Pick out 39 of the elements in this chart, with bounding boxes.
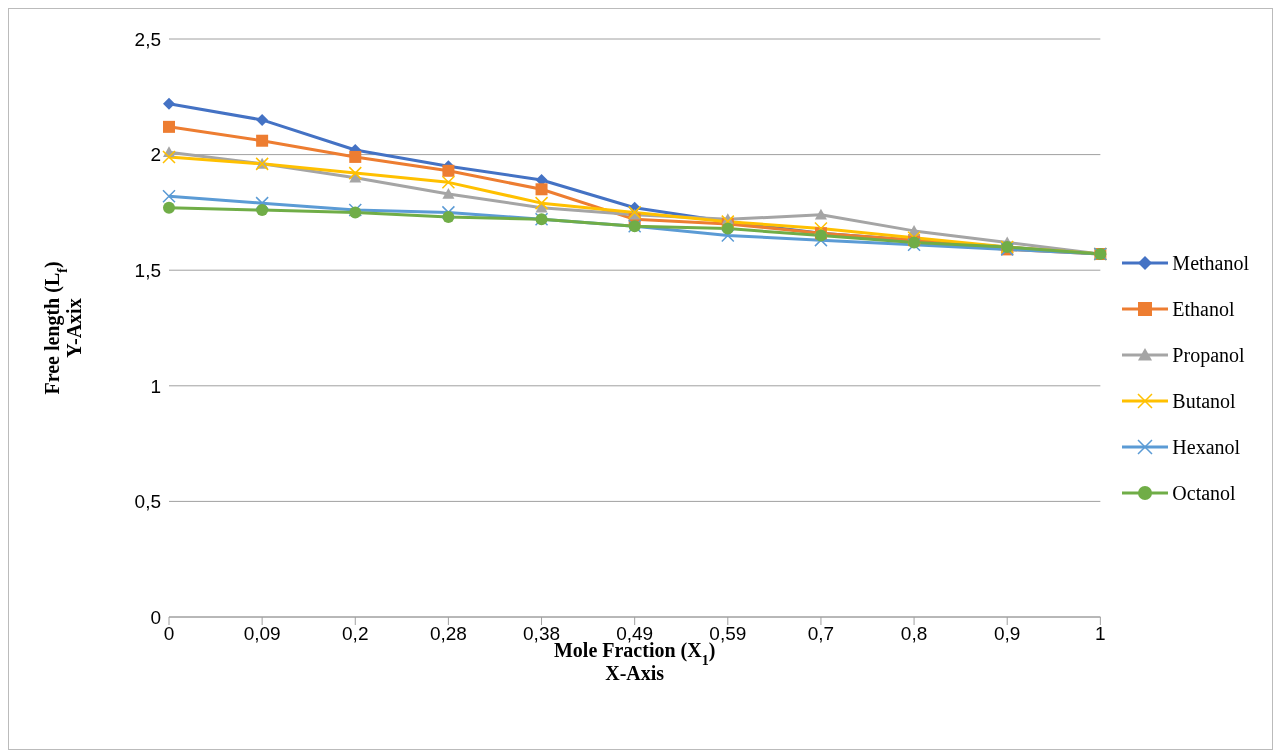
y-tick-label: 2,5 [134,28,161,50]
legend-label: Butanol [1172,389,1236,413]
y-tick-label: 2 [150,144,161,166]
legend-label: Octanol [1172,481,1236,505]
legend-label: Propanol [1172,343,1245,367]
legend-label: Methanol [1172,251,1249,275]
point [162,189,176,203]
y-tick-label: 1 [150,375,161,397]
point [814,208,827,220]
point [441,175,456,190]
point [255,196,269,210]
point [349,150,362,163]
y-tick-label: 1,5 [134,259,161,281]
point [442,211,455,224]
x-tick-label: 0,2 [342,623,369,645]
legend-label: Ethanol [1172,297,1235,321]
point [256,134,269,147]
x-tick-label: 1 [1095,623,1106,645]
x-tick-label: 0,09 [243,623,281,645]
y-tick-label: 0 [150,606,161,628]
y-tick-label: 0,5 [134,491,161,513]
point [442,164,455,177]
point [163,120,175,133]
point [256,113,269,126]
x-tick-label: 0,8 [900,623,928,645]
point [721,222,734,235]
point [348,166,363,180]
point [721,228,735,243]
point [535,183,548,196]
point [163,97,175,110]
legend-label: Hexanol [1172,435,1241,459]
x-tick-label: 0,28 [429,623,467,645]
point [163,201,175,214]
point [162,150,176,164]
point [256,204,269,217]
x-tick-label: 0,7 [807,623,835,645]
point [534,196,549,210]
x-tick-label: 0,9 [994,623,1021,645]
point [442,187,455,199]
